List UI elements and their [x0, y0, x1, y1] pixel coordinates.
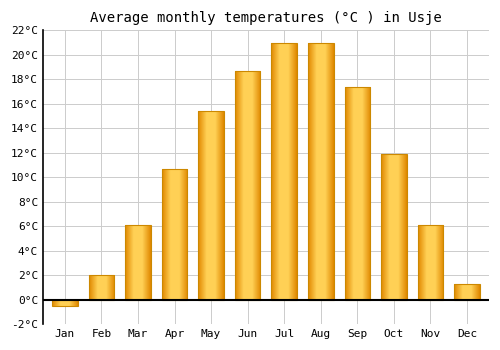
Bar: [272, 43, 297, 300]
Bar: [198, 111, 224, 300]
Bar: [454, 284, 480, 300]
Bar: [162, 169, 188, 300]
Title: Average monthly temperatures (°C ) in Usje: Average monthly temperatures (°C ) in Us…: [90, 11, 442, 25]
Bar: [344, 87, 370, 300]
Bar: [52, 300, 78, 306]
Bar: [235, 71, 260, 300]
Bar: [418, 225, 443, 300]
Bar: [308, 43, 334, 300]
Bar: [88, 275, 114, 300]
Bar: [125, 225, 151, 300]
Bar: [381, 154, 406, 300]
